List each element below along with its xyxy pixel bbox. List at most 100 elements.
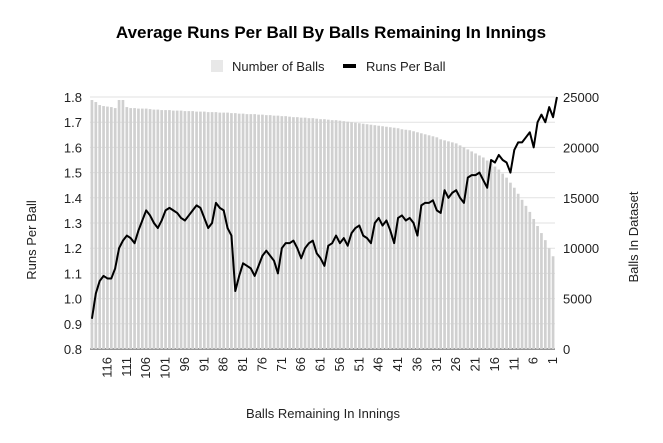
- bar: [536, 226, 539, 349]
- bar: [431, 136, 435, 349]
- bar: [524, 205, 528, 349]
- bar: [210, 112, 214, 350]
- bar: [334, 120, 338, 350]
- bar: [140, 108, 144, 349]
- bar: [326, 119, 330, 350]
- bar: [129, 108, 133, 349]
- bar: [342, 121, 346, 349]
- x-tick-label: 26: [448, 357, 463, 371]
- y-tick-label-right: 5000: [563, 292, 592, 307]
- bar: [272, 115, 276, 350]
- bar: [133, 108, 136, 349]
- bar: [268, 115, 272, 349]
- x-tick-label: 76: [254, 357, 269, 371]
- bar: [543, 240, 547, 349]
- y-tick-label-left: 1.0: [64, 292, 82, 307]
- bar: [381, 126, 384, 349]
- bar: [400, 129, 404, 349]
- bar: [226, 112, 229, 350]
- bar: [365, 124, 369, 349]
- bar: [106, 106, 109, 349]
- legend: Number of Balls Runs Per Ball: [211, 59, 446, 74]
- bar: [288, 116, 291, 349]
- y-tick-label-left: 1.6: [64, 140, 82, 155]
- line-series: [90, 96, 558, 319]
- bar: [241, 113, 245, 349]
- bar: [443, 140, 446, 349]
- y-tick-label-left: 1.4: [64, 191, 82, 206]
- x-tick-label: 71: [274, 357, 289, 371]
- bar: [175, 110, 179, 349]
- chart-title: Average Runs Per Ball By Balls Remaining…: [116, 23, 546, 42]
- bar: [493, 166, 497, 349]
- bar: [412, 131, 415, 349]
- bar: [474, 153, 477, 349]
- bar: [439, 139, 443, 349]
- grid-lines: [90, 96, 555, 350]
- x-tick-label: 31: [429, 357, 444, 371]
- bar: [90, 100, 94, 350]
- bar: [323, 119, 326, 350]
- bar: [261, 114, 264, 349]
- bar: [292, 117, 295, 349]
- legend-label-bars: Number of Balls: [232, 59, 325, 74]
- bar-series: [90, 100, 555, 350]
- x-tick-label: 96: [177, 357, 192, 371]
- bar: [419, 133, 423, 349]
- x-tick-label: 11: [506, 357, 521, 371]
- y-tick-label-left: 1.8: [64, 90, 82, 105]
- bar: [528, 211, 532, 349]
- x-tick-label: 91: [196, 357, 211, 371]
- bar: [152, 109, 156, 349]
- bar: [202, 111, 206, 350]
- x-tick-label: 16: [487, 357, 502, 371]
- bar: [183, 111, 187, 349]
- x-tick-label: 41: [390, 357, 405, 371]
- bar: [520, 199, 524, 349]
- bar: [485, 160, 489, 349]
- y-tick-label-right: 0: [563, 342, 570, 357]
- bar: [369, 124, 373, 349]
- bar: [187, 111, 191, 349]
- x-tick-label: 81: [235, 357, 250, 371]
- x-tick-label: 36: [409, 357, 424, 371]
- x-tick-label: 56: [332, 357, 347, 371]
- bar: [171, 110, 175, 349]
- bar: [505, 177, 508, 349]
- bar: [195, 111, 198, 350]
- x-tick-label: 66: [293, 357, 308, 371]
- bar: [295, 117, 299, 349]
- bar: [450, 142, 454, 349]
- bar: [98, 105, 102, 349]
- bar: [233, 113, 237, 349]
- bar: [299, 117, 303, 349]
- bar: [179, 110, 183, 349]
- bar: [319, 119, 322, 350]
- bar: [311, 118, 315, 349]
- bar: [307, 118, 311, 349]
- bar: [164, 110, 167, 349]
- x-tick-label: 116: [99, 357, 114, 378]
- bar: [280, 116, 284, 350]
- bar: [512, 187, 516, 349]
- bar: [497, 169, 501, 349]
- bar: [346, 121, 350, 349]
- x-tick-label: 6: [526, 357, 541, 364]
- x-tick-label: 46: [371, 357, 386, 371]
- x-tick-label: 111: [119, 357, 134, 377]
- y-tick-label-left: 0.8: [64, 342, 82, 357]
- bar: [466, 149, 470, 349]
- bar: [191, 111, 195, 349]
- y-tick-label-right: 15000: [563, 191, 599, 206]
- bar: [354, 122, 357, 349]
- x-tick-label: 51: [351, 357, 366, 371]
- x-axis-label: Balls Remaining In Innings: [246, 406, 400, 421]
- y-tick-label-left: 1.5: [64, 166, 82, 181]
- bar: [470, 151, 474, 349]
- bar: [454, 143, 458, 349]
- bar: [156, 109, 160, 349]
- bar: [458, 145, 462, 349]
- bar: [388, 127, 392, 350]
- bar: [404, 129, 408, 349]
- bar: [427, 135, 431, 349]
